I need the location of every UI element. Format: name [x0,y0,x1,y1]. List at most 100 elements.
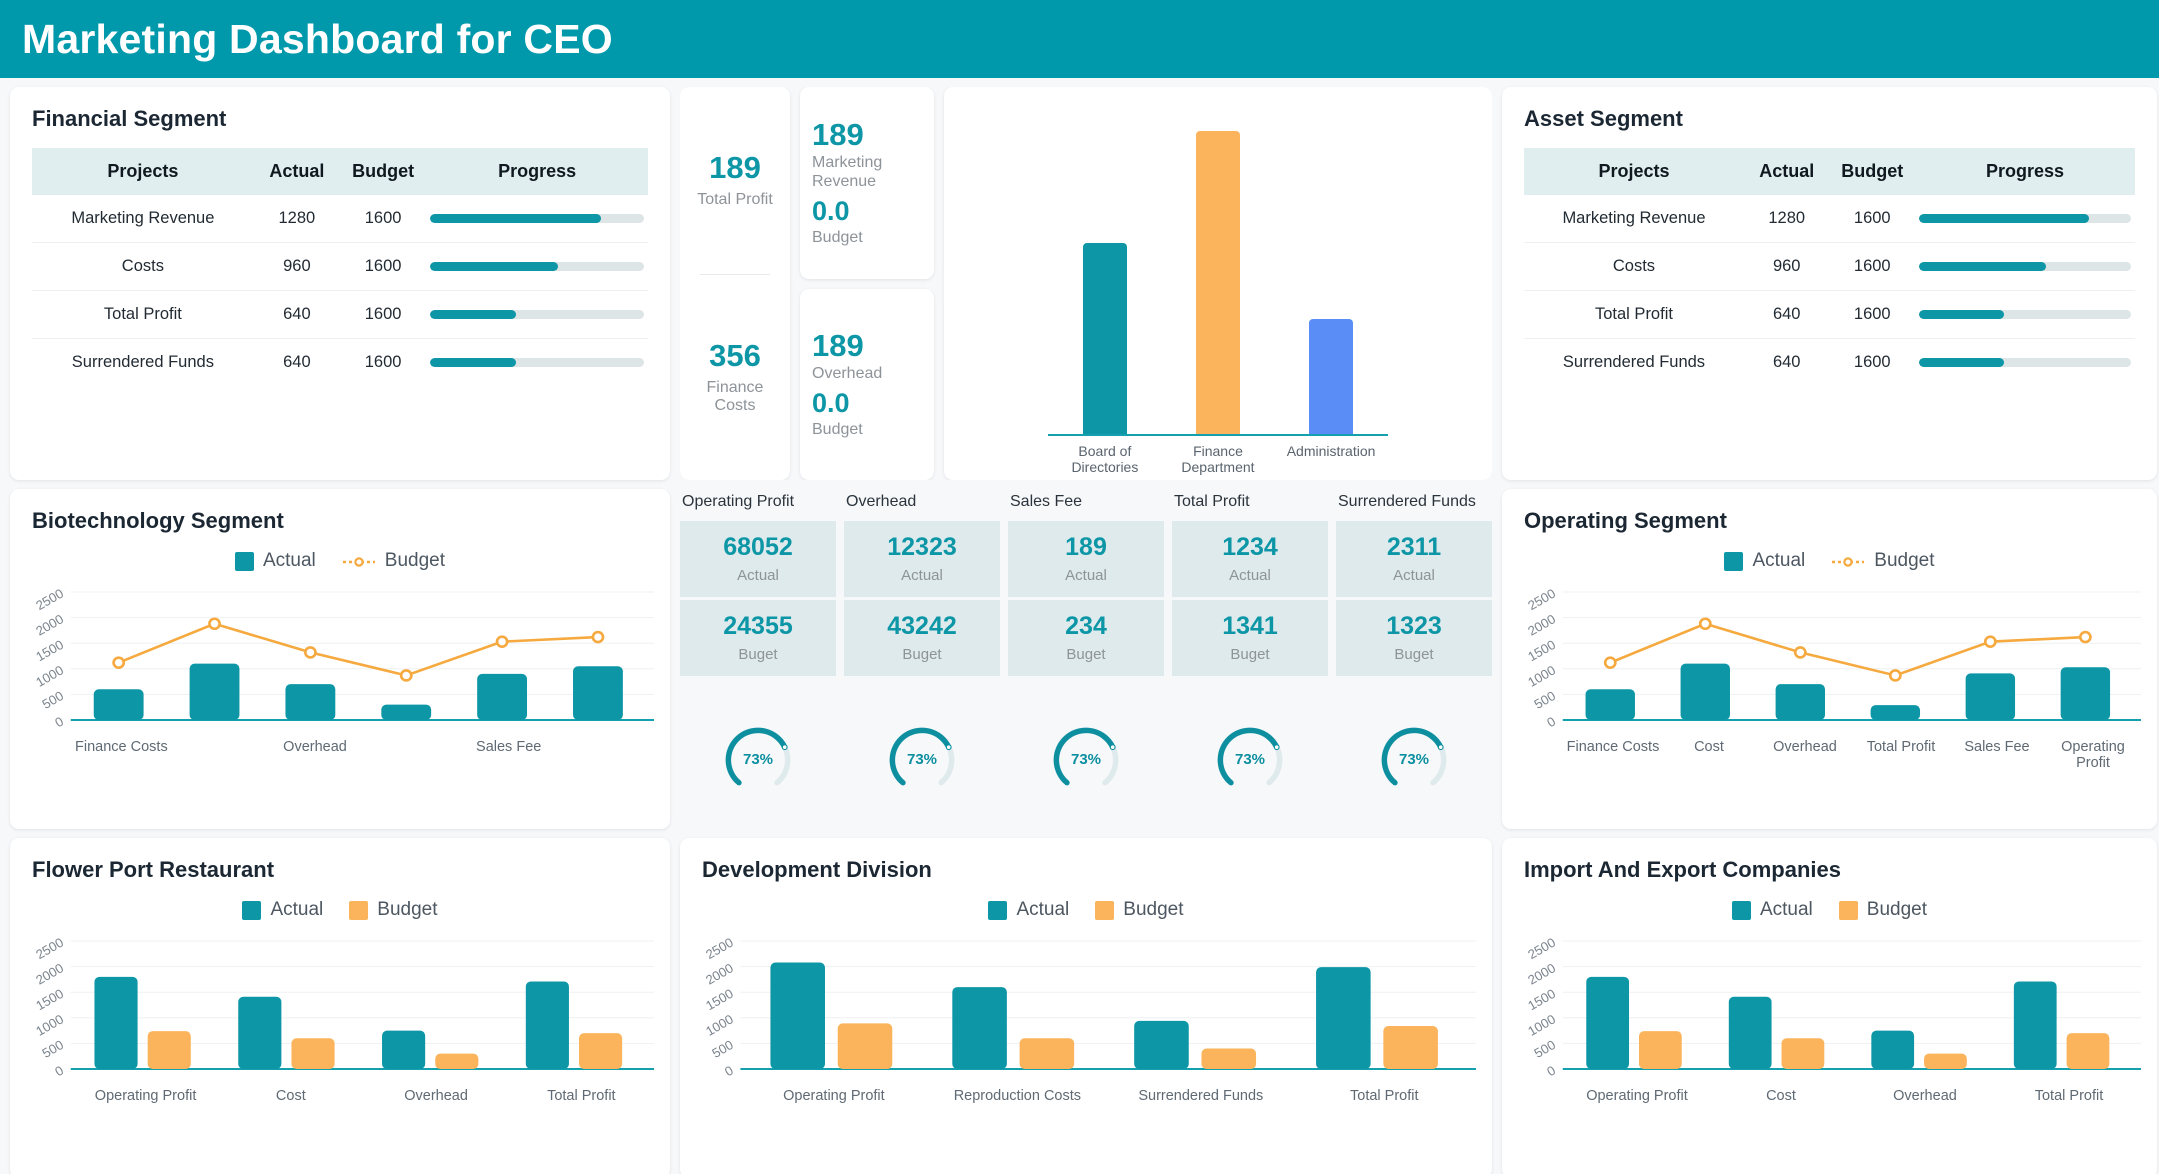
table-row[interactable]: Surrendered Funds 640 1600 [1524,339,2135,387]
line-point-marker[interactable] [303,646,317,659]
y-axis-tick-label: 500 [1532,1037,1559,1061]
bar-actual[interactable] [1775,684,1826,720]
actual-cell: 640 [1772,353,1801,371]
asset-segment-table: Projects Actual Budget Progress Marketing R… [1524,148,2135,386]
bar-budget[interactable] [147,1031,191,1069]
table-row[interactable]: Marketing Revenue 1280 1600 [1524,195,2135,243]
bar-actual[interactable] [94,976,138,1069]
table-row[interactable]: Surrendered Funds 640 1600 [32,339,648,387]
legend-item-budget[interactable]: Budget [1838,899,1928,921]
gauge-icon[interactable]: 73% [1047,721,1125,799]
bar-actual[interactable] [93,689,144,720]
line-point-marker[interactable] [399,669,413,682]
bar-budget[interactable] [1924,1053,1967,1069]
bar-budget[interactable] [1383,1025,1438,1069]
gauge-percent-label: 73% [1234,751,1266,768]
table-row[interactable]: Marketing Revenue 1280 1600 [32,195,648,243]
kpi-budget-cell[interactable]: 1341 Buget [1172,600,1328,676]
line-point-marker[interactable] [2078,630,2092,644]
bar-actual[interactable] [1728,996,1772,1069]
bar-budget[interactable] [291,1038,335,1069]
bar-actual[interactable] [477,673,528,720]
kpi-actual-caption: Actual [1229,567,1271,584]
gauge-icon[interactable]: 73% [719,721,797,799]
bar-actual[interactable] [2013,981,2057,1069]
legend-item-budget[interactable]: Budget [342,550,445,572]
bar-budget[interactable] [2066,1033,2110,1069]
table-row[interactable]: Total Profit 640 1600 [32,290,648,339]
legend-item-actual[interactable]: Actual [1724,550,1805,572]
line-point-marker[interactable] [1983,635,1997,648]
bar-actual[interactable] [1586,976,1630,1069]
gauge-icon[interactable]: 73% [883,721,961,799]
department-bar[interactable] [1309,318,1354,434]
bar-actual[interactable] [525,981,569,1069]
line-point-marker[interactable] [208,617,221,631]
x-axis-tick-label: Cost [275,1088,306,1104]
bar-actual[interactable] [1134,1020,1189,1069]
bar-budget[interactable] [435,1053,479,1069]
department-bar[interactable] [1195,131,1240,434]
budget-cell: 1600 [339,242,427,291]
table-row[interactable]: Costs 960 1600 [1524,242,2135,291]
bar-budget[interactable] [1019,1038,1075,1069]
operating-segment-title: Operating Segment [1524,508,1727,533]
bar-actual[interactable] [381,704,432,720]
kpi-budget-cell[interactable]: 43242 Buget [844,600,1000,676]
legend-item-actual[interactable]: Actual [1731,899,1813,921]
dashboard-grid: Financial Segment Projects Actual Budget Pr… [0,78,2159,1174]
legend-item-actual[interactable]: Actual [988,899,1069,921]
column-header-actual: Actual [1743,148,1830,195]
kpi-budget-cell[interactable]: 1323 Buget [1336,600,1492,676]
bar-budget[interactable] [1201,1048,1257,1069]
bar-actual[interactable] [952,987,1007,1069]
line-point-marker[interactable] [495,635,509,648]
table-row[interactable]: Costs 960 1600 [32,242,648,291]
bar-budget[interactable] [579,1033,623,1069]
progress-bar-track [1919,262,2131,271]
bar-actual[interactable] [1965,673,2016,720]
legend-item-actual[interactable]: Actual [242,899,323,921]
legend-label: Budget [1866,899,1928,920]
bar-actual[interactable] [1585,689,1635,720]
kpi-actual-cell[interactable]: 12323 Actual [844,521,1000,600]
bar-actual[interactable] [1870,705,1921,720]
legend-item-budget[interactable]: Budget [349,899,438,921]
kpi-actual-cell[interactable]: 68052 Actual [680,521,836,600]
bar-actual[interactable] [189,663,240,720]
operating-segment-card: Operating Segment Actual Budget 0 500 1000 1… [1502,489,2157,829]
bar-actual[interactable] [1680,663,1730,720]
gauge-icon[interactable]: 73% [1211,721,1289,799]
legend-item-budget[interactable]: Budget [1095,899,1184,921]
kpi-budget-cell[interactable]: 234 Buget [1008,600,1164,676]
gauge-icon[interactable]: 73% [1375,721,1453,799]
bar-actual[interactable] [285,684,336,720]
department-bar[interactable] [1082,243,1127,434]
line-point-marker[interactable] [1698,617,1712,631]
table-row[interactable]: Total Profit 640 1600 [1524,290,2135,339]
line-point-marker[interactable] [1793,646,1807,659]
bar-actual[interactable] [2060,667,2111,720]
kpi-actual-cell[interactable]: 2311 Actual [1336,521,1492,600]
bar-actual[interactable] [573,666,623,720]
x-axis-labels: Finance Costs Cost Overhead Total Profit Sal… [1516,739,2141,771]
bar-budget[interactable] [1639,1031,1682,1069]
kpi-actual-cell[interactable]: 1234 Actual [1172,521,1328,600]
line-point-marker[interactable] [1888,669,1902,682]
bar-actual[interactable] [1871,1030,1915,1069]
x-axis-tick-label: Overhead [1773,739,1837,755]
kpi-budget-cell[interactable]: 24355 Buget [680,600,836,676]
progress-bar-fill [1919,214,2089,223]
line-point-marker[interactable] [112,656,126,669]
line-point-marker[interactable] [1603,656,1617,669]
bar-actual[interactable] [1316,967,1371,1069]
bar-budget[interactable] [837,1023,893,1069]
legend-item-actual[interactable]: Actual [234,550,316,572]
kpi-actual-cell[interactable]: 189 Actual [1008,521,1164,600]
bar-actual[interactable] [238,996,282,1069]
legend-item-budget[interactable]: Budget [1831,550,1935,572]
bar-budget[interactable] [1781,1038,1825,1069]
bar-actual[interactable] [770,962,825,1069]
line-point-marker[interactable] [591,630,605,644]
bar-actual[interactable] [382,1030,426,1069]
